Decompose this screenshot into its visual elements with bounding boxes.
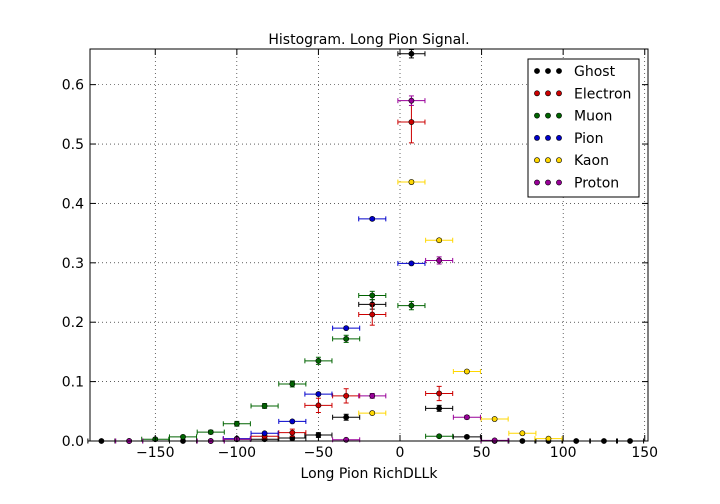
legend-marker	[545, 179, 551, 186]
y-tick-label: 0.1	[62, 375, 84, 391]
y-tick-label: 0.3	[62, 256, 84, 272]
legend-marker	[545, 68, 551, 74]
data-point	[343, 414, 350, 421]
legend-marker	[556, 68, 562, 74]
series-electron	[250, 100, 454, 440]
data-point	[463, 433, 470, 440]
data-point	[261, 430, 268, 437]
data-point	[289, 429, 296, 436]
data-point	[436, 257, 443, 264]
data-point	[315, 357, 322, 364]
y-tick-label: 0.0	[62, 434, 84, 450]
legend-marker	[534, 157, 540, 164]
legend-marker	[534, 179, 540, 186]
data-point	[343, 325, 350, 332]
data-point	[408, 97, 415, 104]
legend-marker	[534, 112, 540, 119]
data-point	[436, 237, 443, 244]
data-point	[519, 430, 526, 437]
x-tick-label: 0	[396, 445, 405, 461]
legend-entry-proton: Proton	[534, 176, 619, 192]
data-point	[436, 390, 443, 397]
chart-title: Histogram. Long Pion Signal.	[268, 32, 469, 48]
legend-marker	[545, 157, 551, 164]
legend-marker	[556, 134, 562, 141]
plot-frame	[89, 48, 649, 442]
legend-entry-muon: Muon	[534, 109, 612, 125]
legend-entry-ghost: Ghost	[534, 64, 616, 80]
data-point	[436, 405, 443, 412]
legend: Ghost Electron Muon Pion Kaon Proton	[527, 58, 640, 198]
legend-marker	[545, 134, 551, 141]
data-point	[343, 392, 350, 399]
y-tick-label: 0.5	[62, 137, 84, 153]
y-tick-label: 0.4	[62, 196, 84, 212]
legend-label: Kaon	[574, 153, 609, 169]
legend-label: Electron	[574, 86, 631, 102]
x-axis-label: Long Pion RichDLLk	[301, 466, 439, 482]
data-point	[289, 381, 296, 387]
series-pion	[222, 215, 426, 442]
data-point	[408, 119, 415, 125]
data-point	[545, 435, 552, 442]
legend-marker	[534, 68, 540, 74]
y-tick-label: 0.6	[62, 78, 84, 94]
data-point	[180, 433, 186, 440]
legend-marker	[556, 90, 562, 97]
data-point	[369, 311, 376, 318]
data-point	[408, 302, 415, 309]
data-point	[289, 418, 296, 425]
legend-marker	[556, 157, 562, 164]
x-tick-label: −50	[304, 445, 334, 461]
data-point	[233, 420, 240, 427]
legend-marker	[534, 134, 540, 141]
data-point	[491, 437, 498, 444]
data-point	[369, 392, 376, 399]
data-point	[408, 179, 415, 185]
legend-label: Ghost	[574, 64, 616, 80]
legend-entry-electron: Electron	[534, 86, 631, 102]
legend-entry-kaon: Kaon	[534, 153, 609, 169]
data-point	[463, 368, 470, 375]
x-tick-label: 50	[473, 445, 491, 461]
data-point	[369, 292, 376, 299]
legend-label: Muon	[574, 109, 612, 125]
data-point	[261, 403, 268, 409]
data-point	[436, 433, 443, 440]
legend-marker	[556, 179, 562, 186]
x-tick-label: −100	[218, 445, 256, 461]
legend-label: Pion	[574, 131, 603, 147]
data-point	[315, 402, 322, 409]
series-muon	[141, 290, 454, 443]
legend-marker	[545, 90, 551, 97]
x-tick-label: 150	[631, 445, 658, 461]
data-point	[463, 414, 470, 421]
data-point	[343, 436, 350, 443]
series-kaon	[358, 179, 563, 442]
axis-ticks: −150 −100 −50 0 50 100 150 0.0 0.1 0.2 0.3 0.4 0.5 0.…	[62, 49, 658, 461]
legend-marker	[534, 90, 540, 97]
data-point	[369, 410, 376, 416]
data-point	[491, 416, 498, 422]
legend-label: Proton	[574, 176, 619, 192]
legend-marker	[556, 112, 562, 119]
x-tick-label: 100	[550, 445, 577, 461]
data-point	[408, 260, 415, 267]
legend-entry-pion: Pion	[534, 131, 603, 147]
data-point	[315, 391, 322, 397]
data-point	[207, 429, 214, 435]
x-tick-label: −150	[136, 445, 174, 461]
legend-marker	[545, 112, 551, 119]
y-tick-label: 0.2	[62, 315, 84, 331]
data-point	[369, 215, 376, 222]
data-point	[343, 335, 350, 342]
legend-box	[527, 58, 640, 198]
data-point	[408, 50, 415, 57]
